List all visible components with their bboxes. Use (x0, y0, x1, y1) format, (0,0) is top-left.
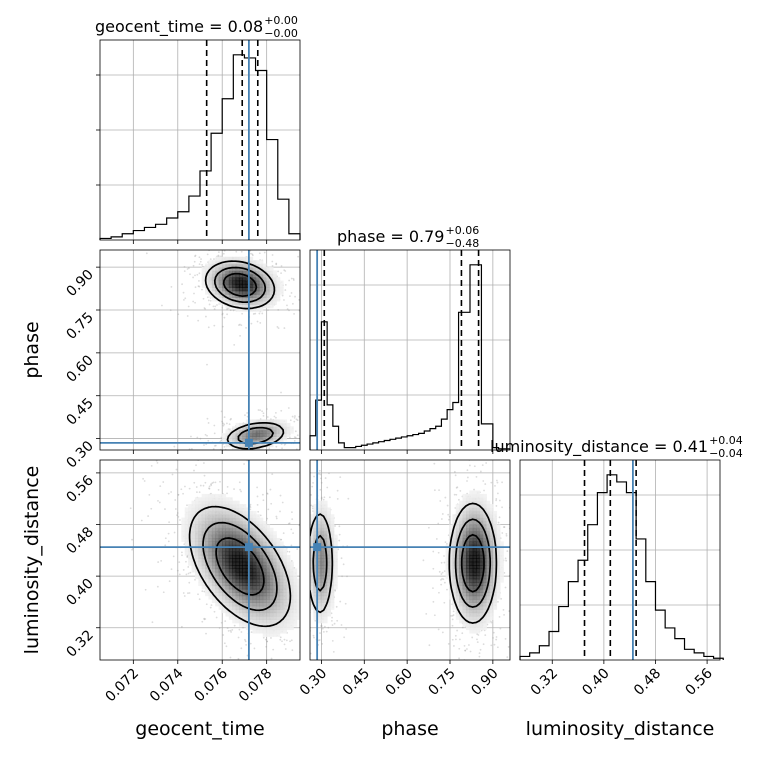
tick-label: 0.32 (63, 627, 96, 660)
tick-label: 0.60 (63, 352, 96, 385)
histogram-step (99, 54, 301, 240)
tick-label: 0.75 (63, 310, 96, 343)
panel-frame (99, 249, 301, 451)
tick-label: 0.40 (579, 666, 612, 699)
contour-line (188, 505, 292, 628)
tick-label: 0.32 (528, 666, 561, 699)
tick-label: 0.30 (297, 666, 330, 699)
tick-label: 0.56 (63, 472, 96, 505)
panel-frame (309, 459, 511, 661)
panel-frame (309, 249, 511, 451)
title-upper: +0.06 (445, 224, 479, 237)
contour-line (222, 272, 258, 297)
axis-label-x: phase (381, 718, 438, 740)
tick-label: 0.076 (191, 665, 231, 705)
truth-marker (313, 543, 322, 552)
tick-label: 0.90 (63, 267, 96, 300)
tick-label: 0.48 (631, 666, 664, 699)
panel-frame (99, 459, 301, 661)
histogram-step (309, 264, 511, 450)
panel-luminosity-distance-vs-geocent-time (99, 459, 301, 661)
title-upper: +0.00 (264, 14, 298, 27)
title-upper: +0.04 (709, 434, 743, 447)
tick-label: 0.30 (63, 438, 96, 471)
tick-label: 0.60 (383, 666, 416, 699)
tick-label: 0.078 (236, 666, 276, 706)
title-lower: −0.00 (264, 27, 298, 40)
tick-label: 0.56 (683, 665, 716, 698)
tick-label: 0.45 (63, 395, 96, 428)
axis-label-x: geocent_time (135, 718, 264, 740)
title-lower: −0.48 (445, 237, 479, 250)
panel-frame (99, 39, 301, 241)
title-lower: −0.04 (709, 447, 743, 460)
tick-label: 0.45 (340, 666, 373, 699)
panel-title: phase = 0.79 +0.06−0.48 (337, 224, 479, 250)
histogram-luminosity-distance (519, 459, 724, 661)
contour-line (312, 518, 492, 608)
density-shading (181, 493, 300, 637)
truth-marker (244, 543, 253, 552)
tick-label: 0.48 (63, 524, 96, 557)
axis-label-y: luminosity_distance (21, 466, 43, 655)
histogram-step (519, 474, 724, 660)
tick-label: 0.75 (425, 666, 458, 699)
panel-title: luminosity_distance = 0.41 +0.04−0.04 (490, 434, 743, 460)
tick-label: 0.074 (147, 665, 187, 705)
contour-line (310, 502, 498, 624)
histogram-geocent-time (99, 39, 301, 241)
tick-label: 0.072 (102, 666, 142, 706)
tick-label: 0.40 (63, 576, 96, 609)
axis-label-y: phase (21, 321, 43, 378)
panel-frame (519, 459, 721, 661)
axis-label-x: luminosity_distance (526, 718, 715, 740)
panel-luminosity-distance-vs-phase (309, 459, 511, 661)
histogram-phase (309, 249, 511, 451)
tick-label: 0.90 (468, 666, 501, 699)
truth-marker (244, 438, 253, 447)
panel-title: geocent_time = 0.08 +0.00−0.00 (95, 14, 298, 40)
panel-phase-vs-geocent-time (99, 249, 301, 451)
